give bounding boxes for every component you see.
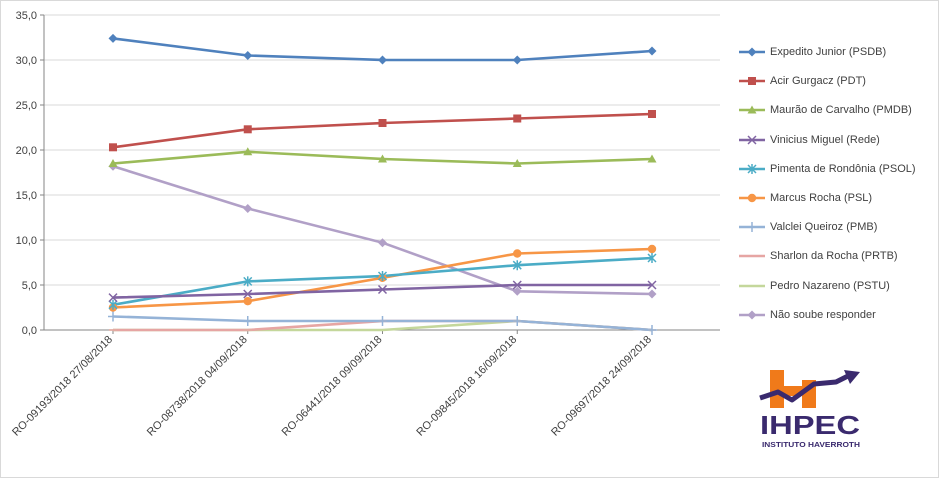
legend-item: Marcus Rocha (PSL) (738, 184, 938, 213)
legend-label: Vinicius Miguel (Rede) (770, 133, 880, 146)
data-point (377, 284, 388, 295)
legend-swatch-marker (747, 105, 757, 114)
y-tick-label: 35,0 (16, 10, 37, 22)
legend-swatch (739, 193, 765, 203)
series-markers (108, 33, 657, 335)
data-point (512, 55, 522, 65)
y-tick-label: 30,0 (16, 55, 37, 67)
data-point (647, 325, 657, 335)
legend-label: Maurão de Carvalho (PMDB) (770, 104, 912, 117)
data-point (513, 114, 522, 123)
data-point (378, 154, 387, 163)
ihpec-logo: IHPEC INSTITUTO HAVERROTH (759, 370, 860, 449)
legend-item: Pedro Nazareno (PSTU) (738, 272, 938, 301)
legend-swatch-marker (748, 77, 756, 86)
y-tick-label: 20,0 (16, 145, 37, 157)
legend-swatch (739, 163, 765, 174)
data-point (108, 299, 118, 310)
legend-swatch (739, 222, 765, 233)
legend-label: Expedito Junior (PSDB) (770, 46, 887, 58)
legend-swatch (739, 284, 765, 287)
data-point (378, 55, 387, 65)
x-tick-label: RO-09845/2018 16/09/2018 (414, 334, 519, 439)
x-tick-label: RO-09697/2018 24/09/2018 (549, 334, 654, 439)
data-point (108, 159, 118, 167)
legend-item: Não soube responder (738, 301, 938, 330)
legend-label: Valclei Queiroz (PMB) (770, 221, 878, 234)
legend-swatch-marker (747, 163, 757, 174)
legend-item: Expedito Junior (PSDB) (738, 38, 938, 67)
data-point (513, 249, 522, 258)
y-tick-label: 25,0 (16, 100, 37, 112)
legend-item: Sharlon da Rocha (PRTB) (738, 242, 938, 271)
data-point (108, 33, 118, 43)
legend-label: Sharlon da Rocha (PRTB) (770, 250, 898, 263)
legend-swatch (739, 135, 765, 145)
series-line (112, 112, 653, 149)
y-tick-label: 10,0 (16, 235, 37, 247)
legend: Expedito Junior (PSDB) Acir Gurgacz (PDT)… (738, 38, 938, 330)
y-axis-ticks: 0,0 5,0 10,0 15,0 20,0 25,0 30,0 35,0 (16, 10, 44, 337)
data-point (377, 316, 388, 326)
data-point (378, 119, 387, 127)
data-point (377, 271, 388, 281)
legend-item: Maurão de Carvalho (PMDB) (738, 96, 938, 125)
y-tick-label: 0,0 (22, 325, 37, 337)
data-point (512, 316, 523, 326)
data-point (647, 154, 657, 163)
legend-label: Acir Gurgacz (PDT) (770, 75, 866, 88)
legend-item: Pimenta de Rondônia (PSOL) (738, 155, 938, 184)
legend-label: Não soube responder (770, 308, 876, 321)
data-point (243, 276, 253, 287)
logo-subtitle: INSTITUTO HAVERROTH (762, 440, 860, 449)
legend-item: Vinicius Miguel (Rede) (738, 126, 938, 155)
data-point (242, 316, 253, 326)
legend-swatch-marker (747, 222, 757, 233)
data-point (243, 204, 253, 213)
data-point (647, 289, 657, 299)
data-point (243, 147, 253, 156)
legend-swatch-marker (747, 193, 757, 203)
data-point (512, 280, 522, 290)
legend-label: Pimenta de Rondônia (PSOL) (770, 162, 916, 175)
data-point (512, 260, 522, 271)
data-point (512, 286, 522, 296)
data-point (647, 244, 657, 254)
legend-swatch (739, 255, 765, 258)
data-point (647, 253, 657, 263)
legend-swatch-marker (747, 47, 757, 57)
legend-swatch-marker (747, 135, 757, 145)
y-tick-label: 5,0 (22, 280, 37, 292)
data-point (512, 159, 522, 167)
y-tick-label: 15,0 (16, 190, 37, 202)
data-point (647, 280, 657, 290)
legend-swatch (739, 77, 765, 86)
logo-text: IHPEC (760, 410, 860, 440)
legend-item: Acir Gurgacz (PDT) (738, 67, 938, 96)
x-tick-label: RO-08738/2018 04/09/2018 (145, 334, 250, 439)
legend-label: Marcus Rocha (PSL) (770, 191, 873, 204)
legend-swatch (739, 105, 765, 114)
legend-item: Valclei Queiroz (PMB) (738, 213, 938, 242)
data-point (243, 51, 253, 60)
x-tick-label: RO-09193/2018 27/08/2018 (10, 334, 115, 439)
x-axis-ticks: RO-09193/2018 27/08/2018 RO-08738/2018 04… (10, 330, 654, 439)
data-point (108, 293, 118, 303)
data-point (243, 125, 252, 134)
data-point (647, 46, 657, 56)
data-point (378, 238, 387, 248)
legend-swatch-marker (747, 310, 757, 320)
data-point (648, 110, 656, 118)
data-point (108, 311, 118, 322)
series-lines (112, 37, 653, 332)
data-point (109, 143, 117, 152)
data-point (243, 289, 253, 299)
legend-swatch (739, 310, 765, 320)
x-tick-label: RO-06441/2018 09/09/2018 (280, 334, 385, 439)
legend-label: Pedro Nazareno (PSTU) (770, 279, 890, 292)
legend-swatch (739, 47, 765, 57)
data-point (243, 297, 252, 306)
